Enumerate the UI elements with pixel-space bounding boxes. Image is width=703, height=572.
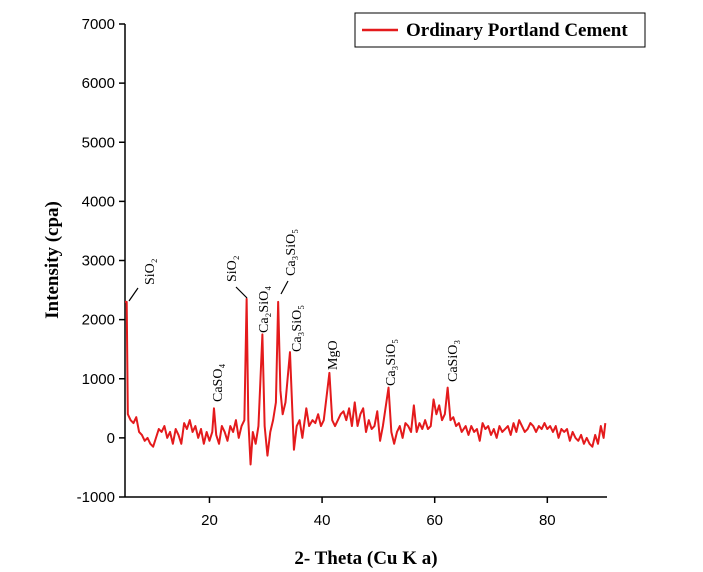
y-tick-label: 4000 <box>82 193 115 210</box>
peak-label: Ca₃SiO₅ <box>290 305 305 352</box>
y-tick-label: 7000 <box>82 16 115 33</box>
peak-label: CaSiO₃ <box>446 340 461 382</box>
legend-label: Ordinary Portland Cement <box>406 20 628 41</box>
peak-label: MgO <box>326 340 341 370</box>
y-tick-label: 6000 <box>82 75 115 92</box>
x-axis-label: 2- Theta (Cu K a) <box>294 548 437 569</box>
y-tick-label: 2000 <box>82 312 115 329</box>
y-tick-label: 0 <box>107 430 115 447</box>
annotation-arrow <box>280 280 289 295</box>
annotation-arrow <box>235 286 248 299</box>
y-tick-label: 3000 <box>82 253 115 270</box>
peak-label: Ca₂SiO₄ <box>257 286 272 333</box>
x-tick-label: 40 <box>314 512 331 529</box>
y-axis-label: Intensity (cpa) <box>42 201 63 319</box>
x-tick-label: 20 <box>201 512 218 529</box>
peak-label: SiO₂ <box>225 255 240 282</box>
peak-label: SiO₂ <box>143 258 158 285</box>
data-line <box>125 297 607 466</box>
peak-label: Ca₃SiO₅ <box>384 339 399 386</box>
x-tick-label: 80 <box>539 512 556 529</box>
peak-label: CaSO₄ <box>211 364 226 402</box>
x-tick-label: 60 <box>426 512 443 529</box>
y-tick-label: -1000 <box>77 489 115 506</box>
annotation-arrow <box>128 287 139 302</box>
legend-box <box>354 12 646 48</box>
peak-label: Ca₃SiO₅ <box>284 229 299 276</box>
y-tick-label: 1000 <box>82 371 115 388</box>
y-tick-label: 5000 <box>82 134 115 151</box>
